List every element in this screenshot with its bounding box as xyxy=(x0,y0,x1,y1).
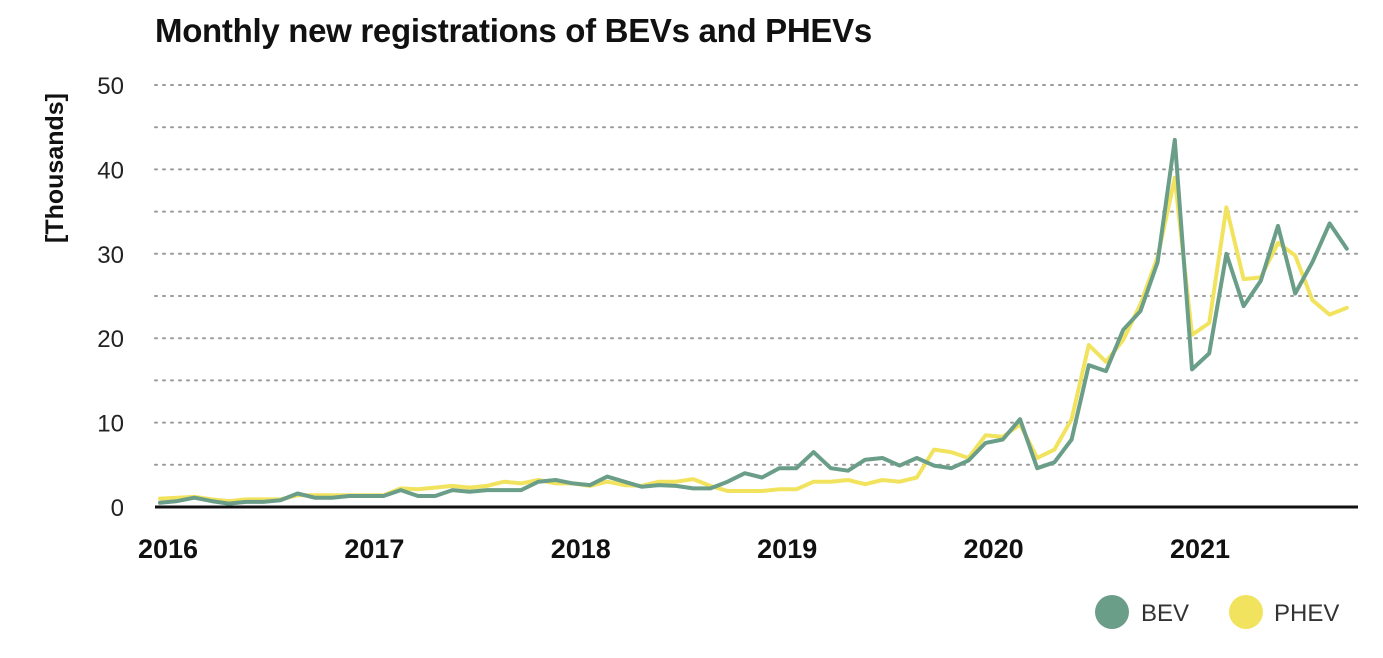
x-axis-ticks: 2016 2017 2018 2019 2020 2021 xyxy=(138,534,1230,564)
legend-swatch-bev xyxy=(1095,595,1129,629)
x-tick-label: 2019 xyxy=(757,534,817,564)
x-tick-label: 2016 xyxy=(138,534,198,564)
series-lines xyxy=(158,137,1349,506)
legend: BEV PHEV xyxy=(1095,595,1339,629)
x-tick-label: 2017 xyxy=(344,534,404,564)
legend-label-phev: PHEV xyxy=(1274,600,1339,627)
legend-label-bev: BEV xyxy=(1141,600,1189,627)
y-tick-label: 0 xyxy=(111,495,124,522)
y-tick-label: 40 xyxy=(97,157,124,184)
y-tick-label: 20 xyxy=(97,326,124,353)
y-tick-label: 30 xyxy=(97,242,124,269)
series-line-phev xyxy=(158,175,1349,504)
y-axis-label: [Thousands] xyxy=(41,93,69,243)
series-line-bev xyxy=(158,137,1349,506)
y-tick-label: 10 xyxy=(97,411,124,438)
x-tick-label: 2020 xyxy=(964,534,1024,564)
x-tick-label: 2021 xyxy=(1170,534,1230,564)
legend-swatch-phev xyxy=(1229,595,1263,629)
y-axis-ticks: 0 10 20 30 40 50 xyxy=(97,73,124,522)
y-tick-label: 50 xyxy=(97,73,124,100)
chart-title: Monthly new registrations of BEVs and PH… xyxy=(155,12,872,49)
gridlines xyxy=(154,84,1359,466)
x-tick-label: 2018 xyxy=(551,534,611,564)
